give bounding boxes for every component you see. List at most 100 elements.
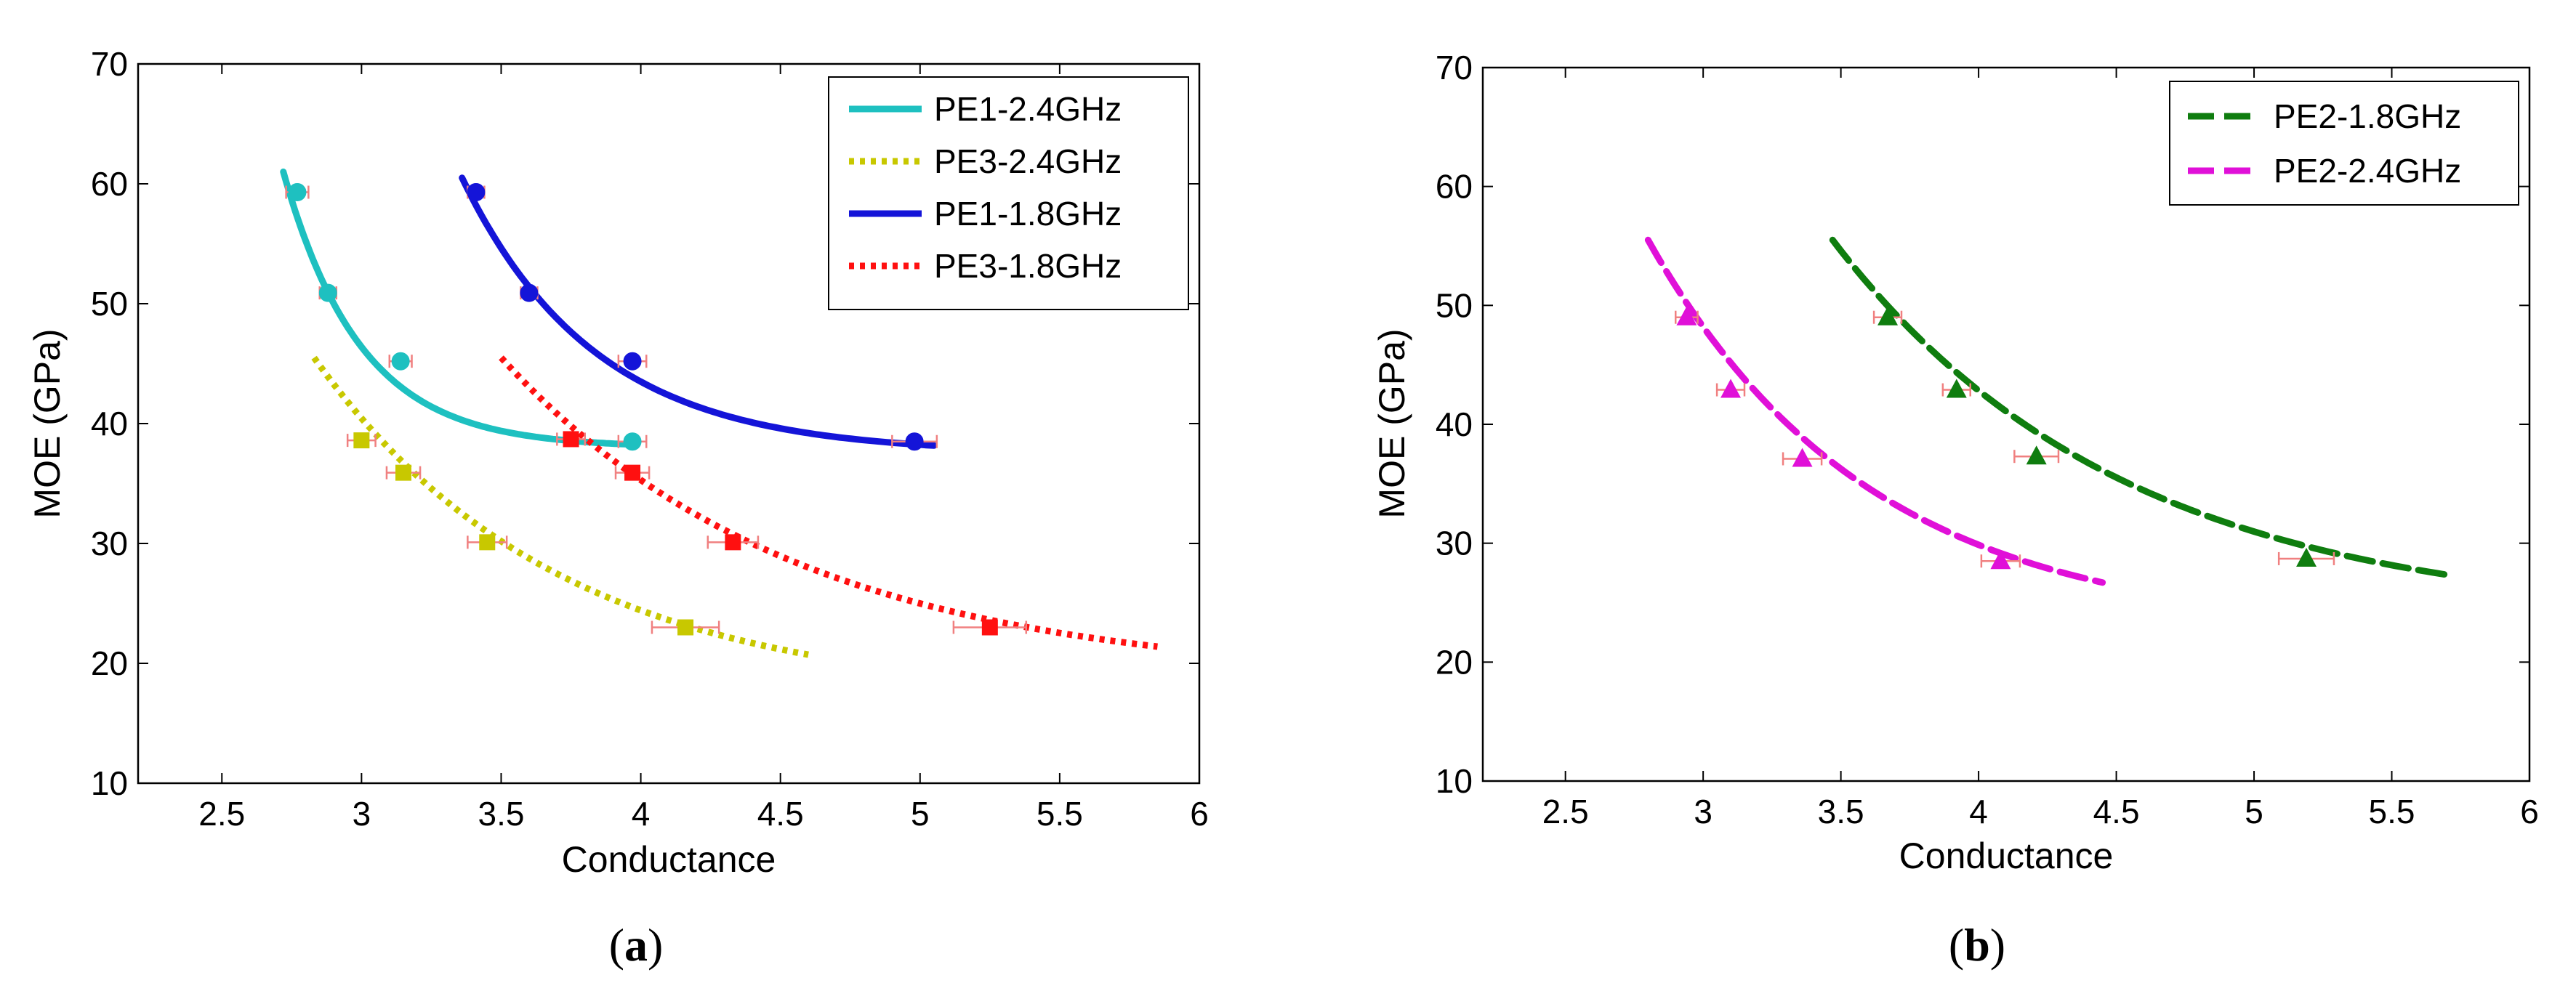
chart-a-y-axis-label: MOE (GPa) (27, 328, 68, 518)
data-point (467, 534, 508, 551)
marker-circle (623, 432, 642, 451)
data-point (2013, 445, 2060, 465)
chart-a-points (285, 183, 1028, 636)
chart-b-curves (1644, 236, 2450, 586)
data-point (467, 183, 486, 202)
marker-triangle (1792, 448, 1813, 467)
data-point (556, 431, 586, 448)
data-point (651, 619, 720, 636)
marker-circle (318, 283, 337, 302)
chart-b-y-tick-label: 40 (1436, 405, 1473, 443)
chart-a-y-tick-label: 20 (91, 644, 128, 682)
marker-triangle (1720, 379, 1742, 398)
data-point (346, 432, 377, 449)
data-point (1782, 448, 1823, 467)
marker-circle (288, 183, 307, 202)
panel-a-letter: a (624, 919, 648, 971)
marker-triangle (1990, 550, 2011, 570)
chart-b-x-tick-label: 4 (1969, 793, 1988, 830)
legend-label: PE3-2.4GHz (934, 142, 1122, 180)
chart-a-legend-box (828, 76, 1189, 310)
chart-a-ticks: 2.5 3 3.5 4 4.5 5 5.5 6 10 20 30 40 50 60 70 (91, 45, 1209, 833)
chart-b-legend: PE2-1.8GHz PE2-2.4GHz (2169, 81, 2519, 206)
data-point (1675, 306, 1699, 325)
chart-b-y-tick-label: 70 (1436, 49, 1473, 86)
marker-circle (467, 183, 486, 202)
chart-b-y-tick-label: 60 (1436, 168, 1473, 206)
chart-a-x-tick-label: 3 (353, 795, 371, 833)
panel-a-label: (a) (609, 919, 664, 971)
data-point (617, 432, 648, 451)
marker-triangle (2026, 445, 2047, 465)
chart-a-y-tick-label: 10 (91, 764, 128, 802)
chart-b-x-axis-label: Conductance (1899, 836, 2114, 876)
data-point (2277, 547, 2335, 567)
chart-b-legend-entries: PE2-1.8GHz PE2-2.4GHz (2188, 97, 2461, 190)
data-point (1872, 306, 1903, 325)
chart-a-legend-entries: PE1-2.4GHz PE3-2.4GHz PE1-1.8GHz PE3-1.8GHz (849, 90, 1122, 285)
data-point (617, 352, 648, 371)
legend-label: PE2-1.8GHz (2274, 97, 2461, 135)
chart-b-y-tick-label: 10 (1436, 762, 1473, 800)
chart-b-points (1675, 306, 2335, 570)
chart-b-y-axis-label: MOE (GPa) (1372, 328, 1412, 518)
marker-circle (391, 352, 410, 371)
marker-circle (905, 432, 924, 451)
chart-b: 2.5 3 3.5 4 4.5 5 5.5 6 10 20 30 40 50 60 70 Conductan… (1372, 49, 2539, 971)
data-point (318, 283, 338, 302)
chart-a-x-tick-label: 5.5 (1037, 795, 1083, 833)
legend-label: PE3-1.8GHz (934, 247, 1122, 285)
chart-b-y-tick-label: 30 (1436, 525, 1473, 562)
chart-b-x-tick-label: 6 (2520, 793, 2539, 830)
legend-label: PE2-2.4GHz (2274, 152, 2461, 190)
marker-square (981, 619, 998, 636)
chart-a: 2.5 3 3.5 4 4.5 5 5.5 6 10 20 30 40 50 60 70 Conductan… (27, 45, 1209, 971)
chart-a-y-tick-label: 60 (91, 165, 128, 203)
chart-a-y-tick-label: 30 (91, 525, 128, 562)
marker-circle (520, 283, 539, 302)
chart-b-x-tick-label: 5.5 (2369, 793, 2415, 830)
series-line-pe2-2-4ghz (1644, 236, 2106, 586)
chart-a-x-tick-label: 5 (911, 795, 930, 833)
series-line-pe3-2-4ghz (311, 355, 809, 658)
chart-b-y-tick-label: 50 (1436, 286, 1473, 324)
marker-square (563, 431, 579, 448)
chart-a-x-tick-label: 4.5 (757, 795, 804, 833)
marker-triangle (2296, 547, 2317, 567)
chart-a-x-tick-label: 3.5 (478, 795, 524, 833)
legend-label: PE1-1.8GHz (934, 195, 1122, 232)
panel-b-letter: b (1964, 919, 1990, 971)
marker-square (353, 432, 370, 449)
marker-triangle (1676, 306, 1697, 325)
data-point (614, 464, 651, 481)
chart-b-ticks: 2.5 3 3.5 4 4.5 5 5.5 6 10 20 30 40 50 60 70 (1436, 49, 2539, 830)
series-line-pe3-1-8ghz (499, 355, 1158, 650)
series-line-pe2-1-8ghz (1829, 236, 2450, 578)
legend-label: PE1-2.4GHz (934, 90, 1122, 128)
data-point (707, 534, 760, 551)
data-point (891, 432, 938, 451)
chart-b-x-tick-label: 4.5 (2093, 793, 2140, 830)
marker-square (677, 619, 694, 636)
data-point (1715, 379, 1746, 398)
chart-a-x-tick-label: 2.5 (198, 795, 245, 833)
panel-b-label: (b) (1949, 919, 2005, 971)
marker-square (395, 464, 411, 481)
chart-b-x-tick-label: 3.5 (1818, 793, 1864, 830)
chart-b-legend-box (2169, 81, 2519, 206)
marker-square (624, 464, 641, 481)
marker-triangle (1946, 379, 1967, 398)
data-point (285, 183, 310, 202)
chart-a-y-tick-label: 50 (91, 285, 128, 323)
chart-a-y-tick-label: 70 (91, 45, 128, 83)
marker-square (725, 534, 741, 551)
chart-b-x-tick-label: 2.5 (1542, 793, 1589, 830)
data-point (1980, 550, 2021, 570)
chart-a-x-tick-label: 4 (632, 795, 651, 833)
chart-a-y-tick-label: 40 (91, 405, 128, 442)
marker-square (479, 534, 496, 551)
chart-a-x-tick-label: 6 (1190, 795, 1209, 833)
chart-a-legend: PE1-2.4GHz PE3-2.4GHz PE1-1.8GHz PE3-1.8GHz (828, 76, 1189, 310)
chart-b-x-tick-label: 3 (1694, 793, 1712, 830)
